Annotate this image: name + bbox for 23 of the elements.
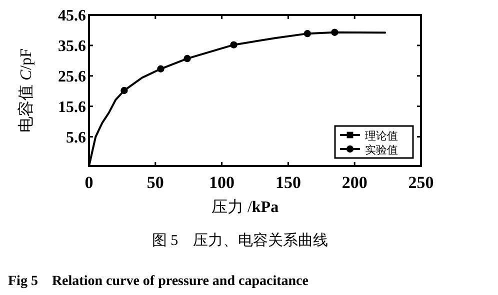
x-tick-label: 150: [275, 173, 301, 192]
x-tick-label: 250: [408, 173, 434, 192]
point: [184, 54, 191, 62]
point: [120, 86, 128, 94]
point: [304, 30, 312, 38]
x-tick-label: 50: [146, 173, 164, 192]
legend-label: 理论值: [365, 130, 398, 142]
x-tick-label: 0: [84, 173, 94, 192]
point: [331, 28, 338, 36]
caption: Fig 5 Relation curve of pressure and capacitance: [8, 274, 308, 289]
y-tick-label: 5.6: [66, 129, 86, 146]
y-axis-title: 电容值 C/pF: [17, 48, 35, 133]
x-tick-label: 200: [342, 173, 368, 192]
point: [157, 65, 164, 72]
legend-label: 实验值: [365, 144, 398, 156]
y-tick-label: 35.6: [58, 38, 86, 55]
x-axis-title: 压力 /kPa: [211, 198, 279, 216]
y-tick-label: 45.6: [58, 8, 86, 24]
y-tick-label: 15.6: [58, 98, 86, 116]
y-tick-label: 25.6: [58, 68, 86, 86]
caption: 图 5 压力、电容关系曲线: [152, 232, 328, 249]
point: [230, 41, 238, 48]
x-tick-label: 100: [209, 173, 235, 192]
